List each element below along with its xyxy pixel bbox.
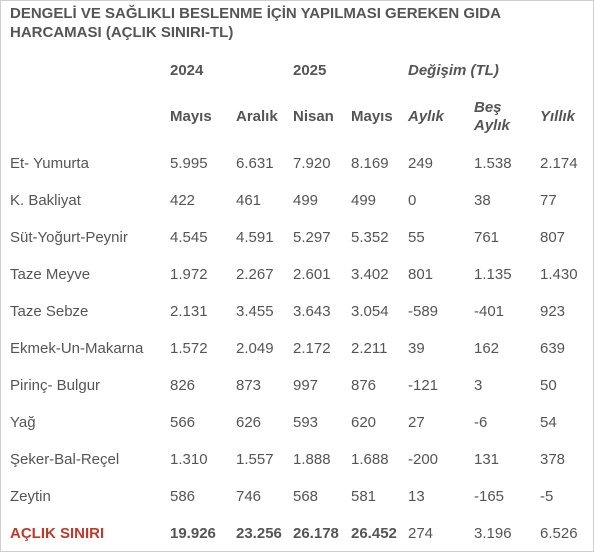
- table-cell: 1.688: [351, 451, 389, 469]
- total-label: AÇLIK SINIRI: [10, 525, 104, 543]
- total-cell: 23.256: [236, 525, 282, 543]
- table-cell: 639: [540, 340, 565, 358]
- may-2025-header: Mayıs: [351, 108, 393, 126]
- table-cell: 499: [293, 192, 318, 210]
- table-cell: 5.352: [351, 229, 389, 247]
- row-label: Et- Yumurta: [10, 155, 89, 173]
- table-cell: 39: [408, 340, 425, 358]
- table-cell: 2.172: [293, 340, 331, 358]
- table-cell: 38: [474, 192, 491, 210]
- table-cell: 586: [170, 488, 195, 506]
- row-label: Süt-Yoğurt-Peynir: [10, 229, 128, 247]
- table-cell: 807: [540, 229, 565, 247]
- may-2024-header: Mayıs: [170, 108, 212, 126]
- table-cell: 2.049: [236, 340, 274, 358]
- table-cell: 461: [236, 192, 261, 210]
- table-cell: 162: [474, 340, 499, 358]
- table-cell: 27: [408, 414, 425, 432]
- total-cell: 19.926: [170, 525, 216, 543]
- table-cell: 581: [351, 488, 376, 506]
- row-label: Taze Meyve: [10, 266, 90, 284]
- table-cell: -200: [408, 451, 438, 469]
- table-cell: 3.643: [293, 303, 331, 321]
- row-label: Şeker-Bal-Reçel: [10, 451, 119, 469]
- table-cell: 746: [236, 488, 261, 506]
- table-cell: 1.557: [236, 451, 274, 469]
- row-label: Pirinç- Bulgur: [10, 377, 100, 395]
- table-cell: 13: [408, 488, 425, 506]
- total-cell: 26.452: [351, 525, 397, 543]
- table-cell: 3: [474, 377, 482, 395]
- table-cell: -5: [540, 488, 553, 506]
- table-cell: 4.591: [236, 229, 274, 247]
- table-cell: 873: [236, 377, 261, 395]
- table-title: DENGELİ VE SAĞLIKLI BESLENME İÇİN YAPILM…: [10, 4, 590, 42]
- table-cell: 1.572: [170, 340, 208, 358]
- total-cell: 274: [408, 525, 433, 543]
- table-cell: 1.135: [474, 266, 512, 284]
- table-cell: 4.545: [170, 229, 208, 247]
- table-cell: -589: [408, 303, 438, 321]
- table-cell: -121: [408, 377, 438, 395]
- table-cell: 378: [540, 451, 565, 469]
- table-cell: 876: [351, 377, 376, 395]
- table-cell: 1.888: [293, 451, 331, 469]
- table-cell: 50: [540, 377, 557, 395]
- table-cell: 422: [170, 192, 195, 210]
- total-cell: 3.196: [474, 525, 512, 543]
- table-cell: 3.455: [236, 303, 274, 321]
- table-cell: -6: [474, 414, 487, 432]
- table-cell: 131: [474, 451, 499, 469]
- table-cell: 923: [540, 303, 565, 321]
- table-cell: 997: [293, 377, 318, 395]
- row-label: K. Bakliyat: [10, 192, 81, 210]
- table-cell: 2.174: [540, 155, 578, 173]
- yearly-change-header: Yıllık: [540, 108, 575, 126]
- change-header: Değişim (TL): [408, 62, 499, 80]
- table-cell: 2.267: [236, 266, 274, 284]
- row-label: Zeytin: [10, 488, 51, 506]
- table-cell: -165: [474, 488, 504, 506]
- table-cell: 3.054: [351, 303, 389, 321]
- table-cell: 5.297: [293, 229, 331, 247]
- row-label: Ekmek-Un-Makarna: [10, 340, 143, 358]
- table-cell: 499: [351, 192, 376, 210]
- table-cell: 5.995: [170, 155, 208, 173]
- row-label: Yağ: [10, 414, 36, 432]
- table-cell: 1.430: [540, 266, 578, 284]
- table-cell: -401: [474, 303, 504, 321]
- year-2024-header: 2024: [170, 62, 203, 80]
- table-cell: 2.601: [293, 266, 331, 284]
- row-label: Taze Sebze: [10, 303, 88, 321]
- table-cell: 2.131: [170, 303, 208, 321]
- total-cell: 6.526: [540, 525, 578, 543]
- table-cell: 54: [540, 414, 557, 432]
- table-cell: 566: [170, 414, 195, 432]
- table-cell: 1.310: [170, 451, 208, 469]
- table-cell: 55: [408, 229, 425, 247]
- table-cell: 1.538: [474, 155, 512, 173]
- table-cell: 6.631: [236, 155, 274, 173]
- table-cell: 77: [540, 192, 557, 210]
- table-cell: 593: [293, 414, 318, 432]
- table-cell: 1.972: [170, 266, 208, 284]
- table-cell: 249: [408, 155, 433, 173]
- table-cell: 3.402: [351, 266, 389, 284]
- year-2025-header: 2025: [293, 62, 326, 80]
- table-cell: 7.920: [293, 155, 331, 173]
- table-cell: 568: [293, 488, 318, 506]
- total-cell: 26.178: [293, 525, 339, 543]
- table-cell: 2.211: [351, 340, 387, 358]
- table-cell: 761: [474, 229, 499, 247]
- december-2024-header: Aralık: [236, 108, 278, 126]
- table-cell: 801: [408, 266, 433, 284]
- table-cell: 0: [408, 192, 416, 210]
- monthly-change-header: Aylık: [408, 108, 444, 126]
- table-cell: 626: [236, 414, 261, 432]
- april-2025-header: Nisan: [293, 108, 334, 126]
- five-month-change-header: Beş Aylık: [474, 99, 522, 135]
- table-cell: 8.169: [351, 155, 389, 173]
- table-cell: 620: [351, 414, 376, 432]
- table-cell: 826: [170, 377, 195, 395]
